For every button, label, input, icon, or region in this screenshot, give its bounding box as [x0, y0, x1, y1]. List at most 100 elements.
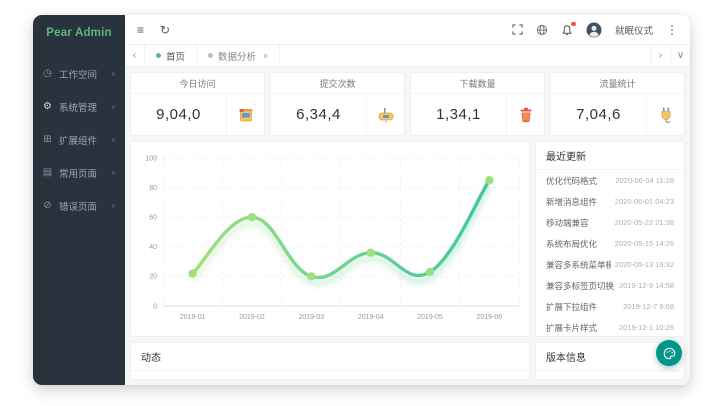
close-tab-icon[interactable]: ×	[263, 50, 269, 61]
username-text[interactable]: 就眠仪式	[614, 25, 653, 37]
stat-title: 下载数量	[411, 73, 544, 94]
visits-line-chart: 0 20 40 60 80 100 2019-01 2019-02 2019-03 2019-04…	[145, 155, 520, 321]
update-time: 2020-06-04 11:28	[615, 176, 674, 185]
collapse-menu-icon[interactable]: ≡	[137, 22, 145, 37]
tab-bar: ‹ 首页 数据分析 × › ∨	[125, 45, 690, 67]
middle-row: 0 20 40 60 80 100 2019-01 2019-02 2019-03 2019-04…	[130, 141, 685, 337]
update-list-item: 扩展下拉组件 2019-12-7 9:08	[536, 296, 684, 317]
update-time: 2019-12-7 9:08	[623, 302, 674, 311]
update-name: 优化代码格式	[546, 175, 598, 186]
update-time: 2020-05-15 14:26	[614, 239, 674, 248]
tabs-scroll-left-icon[interactable]: ‹	[125, 45, 145, 66]
app-logo: Pear Admin	[46, 27, 112, 39]
chevron-down-icon: ∨	[110, 137, 116, 143]
paint-bucket-icon	[226, 94, 264, 135]
svg-text:2019-04: 2019-04	[358, 314, 384, 321]
language-globe-icon[interactable]	[536, 24, 548, 36]
update-time: 2020-05-13 16:32	[614, 260, 674, 269]
main-area: ≡ ↻	[125, 15, 690, 385]
recent-updates-panel: 最近更新 优化代码格式 2020-06-04 11:28 新增消息组件 2020…	[535, 141, 685, 337]
error-page-icon: ⊘	[43, 200, 52, 211]
update-time: 2020-05-22 21:38	[614, 218, 674, 227]
chevron-down-icon: ∨	[110, 203, 116, 209]
user-avatar[interactable]	[586, 22, 602, 38]
tab-label: 首页	[166, 51, 186, 63]
sidebar-item-error-pages[interactable]: ⊘ 错误页面 ∨	[33, 189, 125, 222]
chevron-down-icon: ∨	[110, 170, 116, 176]
tab-data-analysis[interactable]: 数据分析 ×	[197, 45, 281, 66]
refresh-icon[interactable]: ↻	[160, 22, 171, 37]
sidebar-item-components[interactable]: ⊞ 扩展组件 ∨	[33, 123, 125, 156]
plug-icon	[646, 94, 684, 135]
sidebar-item-label: 工作空间	[59, 69, 98, 81]
sidebar-item-label: 常用页面	[59, 168, 98, 180]
svg-text:40: 40	[149, 244, 157, 251]
theme-settings-fab[interactable]	[656, 340, 682, 366]
svg-text:20: 20	[149, 274, 157, 281]
stat-value: 7,04,6	[576, 106, 621, 123]
sidebar: Pear Admin ◷ 工作空间 ∨ ⚙ 系统管理 ∨ ⊞ 扩展组件 ∨ ▤ …	[33, 15, 125, 385]
tabs-scroll-right-icon[interactable]: ›	[650, 45, 670, 66]
svg-text:2019-03: 2019-03	[298, 314, 324, 321]
svg-text:2019-05: 2019-05	[417, 314, 443, 321]
components-icon: ⊞	[43, 134, 52, 145]
update-list-item: 兼容多系统菜单模式 2020-05-13 16:32	[536, 254, 684, 275]
gear-icon: ⚙	[43, 101, 52, 112]
update-name: 扩展卡片样式	[546, 322, 598, 333]
stat-value: 6,34,4	[296, 106, 341, 123]
tabbar-spacer	[280, 45, 650, 66]
recent-updates-title: 最近更新	[536, 142, 684, 170]
sidebar-item-label: 系统管理	[59, 102, 98, 114]
svg-text:80: 80	[149, 185, 157, 192]
update-name: 新增消息组件	[546, 196, 598, 207]
tabs-dropdown-icon[interactable]: ∨	[670, 45, 690, 66]
visits-line-chart-card: 0 20 40 60 80 100 2019-01 2019-02 2019-03 2019-04…	[130, 141, 530, 337]
update-time: 2019-12-9 14:58	[618, 281, 674, 290]
stat-title: 今日访问	[131, 73, 264, 94]
update-time: 2020-06-01 04:23	[614, 197, 674, 206]
tab-label: 数据分析	[218, 51, 257, 63]
update-name: 兼容多标签页切换	[546, 280, 615, 291]
version-info-title: 版本信息	[536, 343, 684, 371]
bottom-row: 动态 版本信息	[130, 342, 685, 380]
update-name: 系统布局优化	[546, 238, 598, 249]
sidebar-item-pages[interactable]: ▤ 常用页面 ∨	[33, 156, 125, 189]
update-list-item: 优化代码格式 2020-06-04 11:28	[536, 170, 684, 191]
sidebar-item-label: 扩展组件	[59, 135, 98, 147]
stat-card-today-visits: 今日访问 9,04,0	[130, 72, 265, 136]
update-list-item: 移动端兼容 2020-05-22 21:38	[536, 212, 684, 233]
update-list-item: 新增消息组件 2020-06-01 04:23	[536, 191, 684, 212]
stat-title: 提交次数	[271, 73, 404, 94]
activity-panel: 动态	[130, 342, 530, 380]
activity-title: 动态	[131, 343, 529, 371]
update-name: 扩展下拉组件	[546, 301, 598, 312]
notification-badge	[571, 21, 576, 26]
sidebar-item-workspace[interactable]: ◷ 工作空间 ∨	[33, 57, 125, 90]
update-name: 兼容多系统菜单模式	[546, 259, 611, 270]
stat-cards-row: 今日访问 9,04,0 提交	[130, 72, 685, 136]
update-name: 移动端兼容	[546, 217, 589, 228]
sidebar-menu: ◷ 工作空间 ∨ ⚙ 系统管理 ∨ ⊞ 扩展组件 ∨ ▤ 常用页面 ∨ ⊘ 错误	[33, 51, 125, 222]
sidebar-item-system[interactable]: ⚙ 系统管理 ∨	[33, 90, 125, 123]
chevron-down-icon: ∨	[110, 71, 116, 77]
more-menu-icon[interactable]: ⋮	[666, 22, 678, 37]
update-list-item: 系统布局优化 2020-05-15 14:26	[536, 233, 684, 254]
fullscreen-icon[interactable]	[512, 24, 523, 35]
tab-home[interactable]: 首页	[145, 45, 198, 66]
paint-roller-icon	[366, 94, 404, 135]
svg-text:100: 100	[145, 155, 157, 162]
stat-card-download-count: 下载数量 1,34,1	[410, 72, 545, 136]
update-list-item: 扩展卡片样式 2019-12-1 10:26	[536, 317, 684, 336]
trash-icon	[506, 94, 544, 135]
update-list-item: 兼容多标签页切换 2019-12-9 14:58	[536, 275, 684, 296]
svg-text:0: 0	[153, 303, 157, 310]
topbar: ≡ ↻	[125, 15, 690, 45]
update-list: 优化代码格式 2020-06-04 11:28 新增消息组件 2020-06-0…	[536, 170, 684, 336]
stat-value: 9,04,0	[156, 106, 201, 123]
svg-text:60: 60	[149, 215, 157, 222]
content-area: 今日访问 9,04,0 提交	[125, 67, 690, 385]
stat-card-submit-count: 提交次数 6,34,4	[270, 72, 405, 136]
notifications-bell-icon[interactable]	[561, 21, 576, 36]
stat-value: 1,34,1	[436, 106, 481, 123]
stat-title: 流量统计	[551, 73, 684, 94]
